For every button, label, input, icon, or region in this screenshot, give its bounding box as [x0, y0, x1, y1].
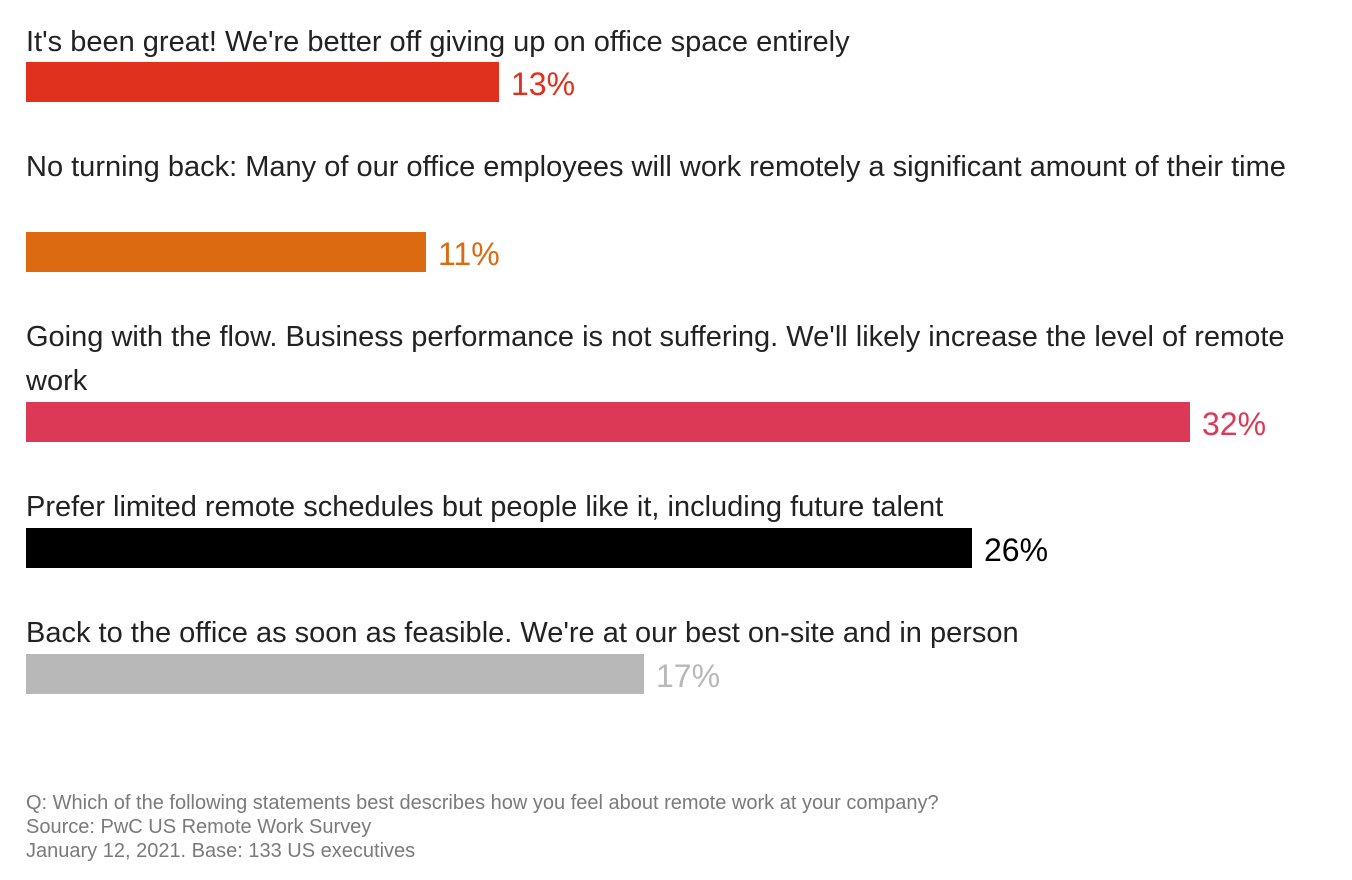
- value-label: 11%: [438, 236, 500, 272]
- footnote-question: Q: Which of the following statements bes…: [26, 792, 939, 814]
- value-label: 13%: [511, 66, 576, 102]
- value-label: 32%: [1202, 406, 1267, 442]
- value-label: 17%: [656, 658, 721, 694]
- value-label: 26%: [984, 532, 1049, 568]
- bar: [26, 654, 644, 694]
- footnote-source: Source: PwC US Remote Work Survey: [26, 816, 372, 838]
- bar-chart: It's been great! We're better off giving…: [26, 26, 1286, 694]
- category-label: Going with the flow. Business performanc…: [26, 321, 1285, 397]
- category-label: It's been great! We're better off giving…: [26, 26, 850, 58]
- footnote-date-base: January 12, 2021. Base: 133 US executive…: [26, 840, 416, 862]
- category-label: Prefer limited remote schedules but peop…: [26, 491, 944, 523]
- bar: [26, 62, 499, 102]
- bar: [26, 232, 426, 272]
- category-label: Back to the office as soon as feasible. …: [26, 617, 1019, 649]
- bar: [26, 528, 972, 568]
- category-label: No turning back: Many of our office empl…: [26, 151, 1286, 183]
- bar: [26, 402, 1190, 442]
